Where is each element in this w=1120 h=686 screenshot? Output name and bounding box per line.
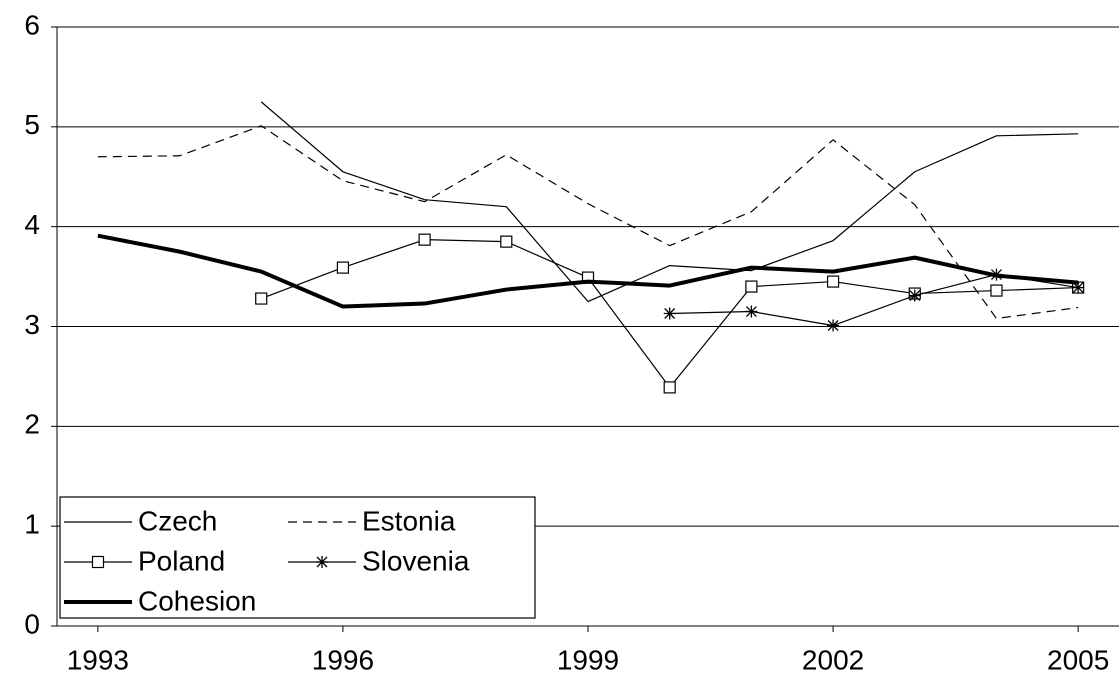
y-tick-label: 1 (24, 509, 40, 540)
marker (91, 555, 105, 569)
marker (663, 381, 676, 394)
marker (255, 292, 268, 305)
marker (663, 307, 676, 320)
series-line (260, 101, 1079, 303)
legend-label: Czech (138, 505, 217, 536)
series-line (97, 233, 1079, 309)
marker (908, 289, 921, 302)
marker (745, 280, 758, 293)
marker (827, 319, 840, 332)
x-tick-label: 1993 (67, 644, 129, 675)
legend-label: Estonia (362, 505, 456, 536)
marker (316, 556, 328, 568)
y-tick-label: 6 (24, 9, 40, 40)
y-tick-label: 3 (24, 309, 40, 340)
x-tick-label: 1996 (312, 644, 374, 675)
legend-label: Slovenia (362, 545, 470, 576)
y-tick-label: 4 (24, 209, 40, 240)
marker (826, 275, 840, 288)
marker (336, 261, 350, 274)
marker (418, 233, 431, 246)
x-tick-label: 2002 (802, 644, 864, 675)
marker (500, 235, 513, 248)
x-tick-label: 2005 (1047, 644, 1109, 675)
y-tick-label: 0 (24, 608, 40, 639)
x-tick-label: 1999 (557, 644, 619, 675)
legend-label: Poland (138, 545, 225, 576)
marker (1072, 281, 1085, 294)
marker (745, 305, 758, 318)
marker (990, 284, 1003, 297)
y-tick-label: 5 (24, 109, 40, 140)
legend: Czech Estonia Poland Slovenia Cohesion (59, 496, 536, 619)
legend-label: Cohesion (138, 585, 256, 616)
series-line (669, 273, 1079, 327)
legend-box (59, 496, 536, 619)
y-tick-label: 2 (24, 409, 40, 440)
series-line (97, 125, 1079, 320)
